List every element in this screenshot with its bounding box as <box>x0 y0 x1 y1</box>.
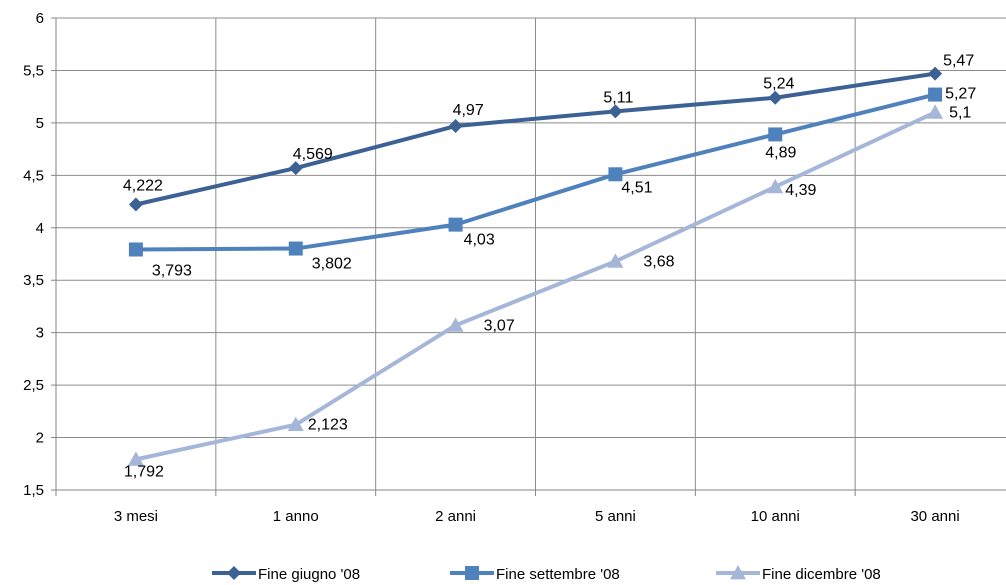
y-tick-label: 5 <box>36 115 44 132</box>
x-tick-labels: 3 mesi 1 anno 2 anni 5 anni 10 anni 30 anni <box>55 490 960 525</box>
data-label: 3,68 <box>643 253 674 270</box>
legend-item: Fine dicembre '08 <box>716 565 881 583</box>
grid <box>55 17 1006 491</box>
data-label: 3,07 <box>484 317 515 334</box>
y-tick-label: 5,5 <box>23 62 44 79</box>
data-point <box>447 317 464 332</box>
data-point <box>767 178 784 194</box>
series-line <box>135 110 936 462</box>
data-label: 3,802 <box>312 256 352 273</box>
legend-label: Fine dicembre '08 <box>762 566 881 583</box>
data-label: 4,39 <box>785 182 816 199</box>
data-label: 4,03 <box>464 232 495 249</box>
data-point <box>928 66 943 81</box>
y-tick-label: 2,5 <box>23 377 44 394</box>
data-point <box>608 104 623 119</box>
data-label: 5,27 <box>945 86 976 103</box>
x-tick-label: 3 mesi <box>114 508 158 525</box>
data-label: 4,97 <box>453 102 484 119</box>
data-point <box>127 451 144 466</box>
series-line <box>135 71 936 207</box>
data-label: 4,222 <box>123 177 163 194</box>
data-label: 5,1 <box>949 104 971 121</box>
data-point <box>288 161 303 176</box>
x-tick-label: 10 anni <box>751 508 800 525</box>
y-tick-label: 3,5 <box>23 272 44 289</box>
data-label: 2,123 <box>308 417 348 434</box>
x-tick-label: 2 anni <box>435 508 476 525</box>
data-point <box>768 90 783 105</box>
legend-label: Fine settembre '08 <box>496 566 620 583</box>
y-tick-label: 4 <box>36 220 44 237</box>
data-point <box>608 167 623 182</box>
legend-marker <box>227 566 241 580</box>
series-2: 3,793 3,802 4,03 4,51 4,89 5,27 <box>128 86 976 279</box>
legend-marker <box>730 565 746 580</box>
data-point <box>607 253 624 268</box>
data-point <box>448 119 463 134</box>
data-point <box>448 217 463 232</box>
data-point <box>927 104 944 119</box>
series-3: 1,792 2,123 3,07 3,68 4,39 5,1 <box>124 104 971 480</box>
y-tick-label: 6 <box>36 10 44 27</box>
data-label: 4,51 <box>621 179 652 196</box>
data-label: 4,569 <box>293 146 333 163</box>
y-tick-label: 2 <box>36 430 44 447</box>
y-tick-labels: 1,5 2 2,5 3 3,5 4 4,5 5 5,5 6 <box>23 10 56 499</box>
data-label: 1,792 <box>124 463 164 480</box>
series-line <box>135 92 936 252</box>
data-point <box>128 197 143 212</box>
data-label: 5,24 <box>763 76 794 93</box>
data-label: 5,47 <box>943 53 974 70</box>
data-point <box>928 87 943 102</box>
legend-item: Fine giugno '08 <box>212 566 360 583</box>
data-point <box>287 416 304 432</box>
series-1: 4,222 4,569 4,97 5,11 5,24 5,47 <box>123 53 974 212</box>
data-point <box>128 242 143 257</box>
data-label: 4,89 <box>765 144 796 161</box>
data-point <box>288 241 303 256</box>
data-point <box>768 127 783 142</box>
legend-marker <box>465 566 479 580</box>
x-tick-label: 30 anni <box>910 508 959 525</box>
legend-item: Fine settembre '08 <box>450 566 620 583</box>
data-label: 5,11 <box>603 89 633 106</box>
data-label: 3,793 <box>152 262 192 279</box>
x-tick-label: 1 anno <box>273 508 319 525</box>
legend: Fine giugno '08 Fine settembre '08 Fine di… <box>212 565 881 583</box>
y-tick-label: 1,5 <box>23 482 44 499</box>
y-tick-label: 3 <box>36 325 44 342</box>
legend-label: Fine giugno '08 <box>258 566 360 583</box>
x-tick-label: 5 anni <box>595 508 636 525</box>
y-tick-label: 4,5 <box>23 167 44 184</box>
